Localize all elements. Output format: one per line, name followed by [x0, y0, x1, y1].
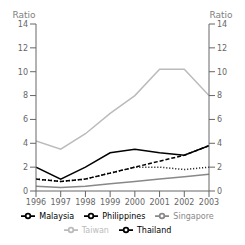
svg-text:4: 4 — [217, 139, 222, 148]
svg-text:12: 12 — [18, 44, 28, 53]
svg-text:10: 10 — [217, 68, 227, 77]
svg-text:2: 2 — [23, 163, 28, 172]
html-text:Philippines: Philippines — [102, 211, 146, 221]
html-text:Malaysia: Malaysia — [39, 211, 75, 221]
svg-text:14: 14 — [18, 20, 28, 29]
svg-text:Ratio: Ratio — [209, 10, 233, 20]
html-text:Taiwan: Taiwan — [81, 225, 109, 235]
html-text:Singapore: Singapore — [173, 211, 214, 221]
svg-text:1999: 1999 — [100, 198, 120, 207]
svg-text:0: 0 — [217, 187, 222, 196]
svg-text:12: 12 — [217, 44, 227, 53]
svg-text:1997: 1997 — [51, 198, 71, 207]
svg-text:6: 6 — [23, 115, 28, 124]
svg-text:Ratio: Ratio — [12, 10, 36, 20]
svg-text:1998: 1998 — [75, 198, 95, 207]
svg-text:8: 8 — [23, 91, 28, 100]
svg-text:2: 2 — [217, 163, 222, 172]
svg-text:14: 14 — [217, 20, 227, 29]
svg-text:2002: 2002 — [174, 198, 194, 207]
svg-text:2000: 2000 — [125, 198, 145, 207]
svg-text:10: 10 — [18, 68, 28, 77]
html-text:Thailand: Thailand — [136, 225, 172, 235]
svg-text:1996: 1996 — [26, 198, 46, 207]
svg-text:6: 6 — [217, 115, 222, 124]
svg-text:0: 0 — [23, 187, 28, 196]
svg-text:2003: 2003 — [199, 198, 219, 207]
svg-text:2001: 2001 — [149, 198, 169, 207]
svg-text:8: 8 — [217, 91, 222, 100]
svg-text:4: 4 — [23, 139, 28, 148]
